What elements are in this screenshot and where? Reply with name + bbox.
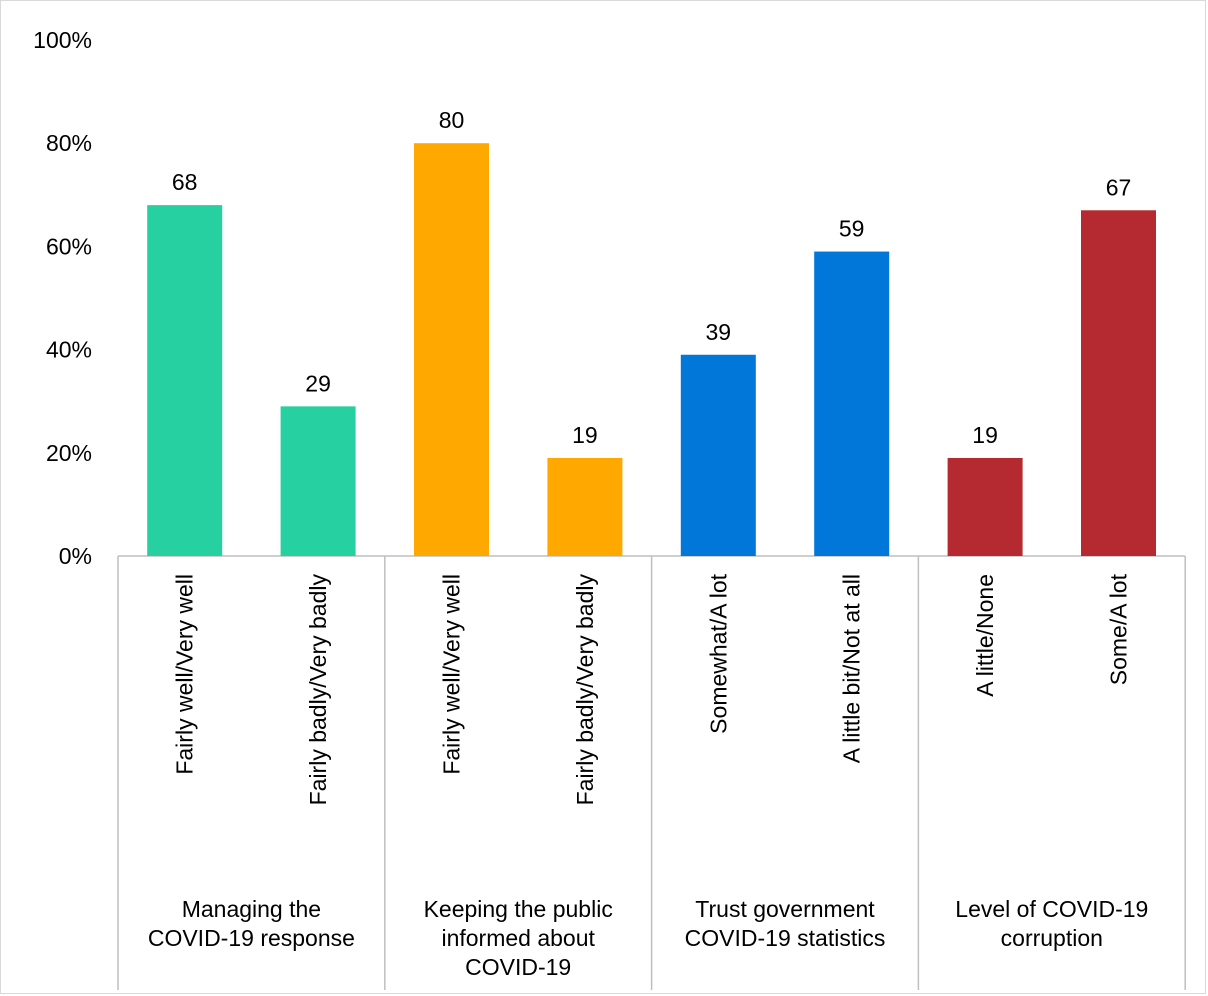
group-label: COVID-19 <box>465 954 571 980</box>
bar <box>947 457 1023 556</box>
category-label: Fairly well/Very well <box>172 574 198 775</box>
y-tick-label: 20% <box>46 440 92 466</box>
category-label: Somewhat/A lot <box>705 573 731 733</box>
data-label: 29 <box>305 370 331 396</box>
bar <box>147 205 223 556</box>
data-label: 68 <box>172 169 198 195</box>
data-label: 67 <box>1106 174 1132 200</box>
y-tick-label: 60% <box>46 233 92 259</box>
bar <box>814 251 890 556</box>
y-tick-label: 40% <box>46 337 92 363</box>
bar <box>280 406 356 556</box>
group-label: COVID-19 response <box>148 925 355 951</box>
bar <box>1081 210 1156 556</box>
group-label: Trust government <box>695 896 875 922</box>
category-label: Fairly badly/Very badly <box>305 574 331 806</box>
category-label: A little bit/Not at all <box>839 574 865 763</box>
group-label: corruption <box>1001 925 1103 951</box>
bar <box>680 354 756 556</box>
category-label: Fairly well/Very well <box>439 574 465 775</box>
bar <box>414 143 489 556</box>
category-label: Some/A lot <box>1106 573 1132 685</box>
data-label: 39 <box>706 319 732 345</box>
category-label: Fairly badly/Very badly <box>572 574 598 806</box>
group-label: Managing the <box>182 896 321 922</box>
y-tick-label: 80% <box>46 130 92 156</box>
data-label: 19 <box>572 422 598 448</box>
data-label: 19 <box>972 422 998 448</box>
group-label: Level of COVID-19 <box>955 896 1148 922</box>
data-label: 59 <box>839 216 865 242</box>
bar <box>547 457 623 556</box>
data-label: 80 <box>439 107 465 133</box>
group-label: Keeping the public <box>424 896 613 922</box>
y-tick-label: 100% <box>33 27 92 53</box>
y-tick-label: 0% <box>59 543 92 569</box>
group-label: informed about <box>441 925 595 951</box>
category-label: A little/None <box>972 574 998 697</box>
group-label: COVID-19 statistics <box>685 925 886 951</box>
